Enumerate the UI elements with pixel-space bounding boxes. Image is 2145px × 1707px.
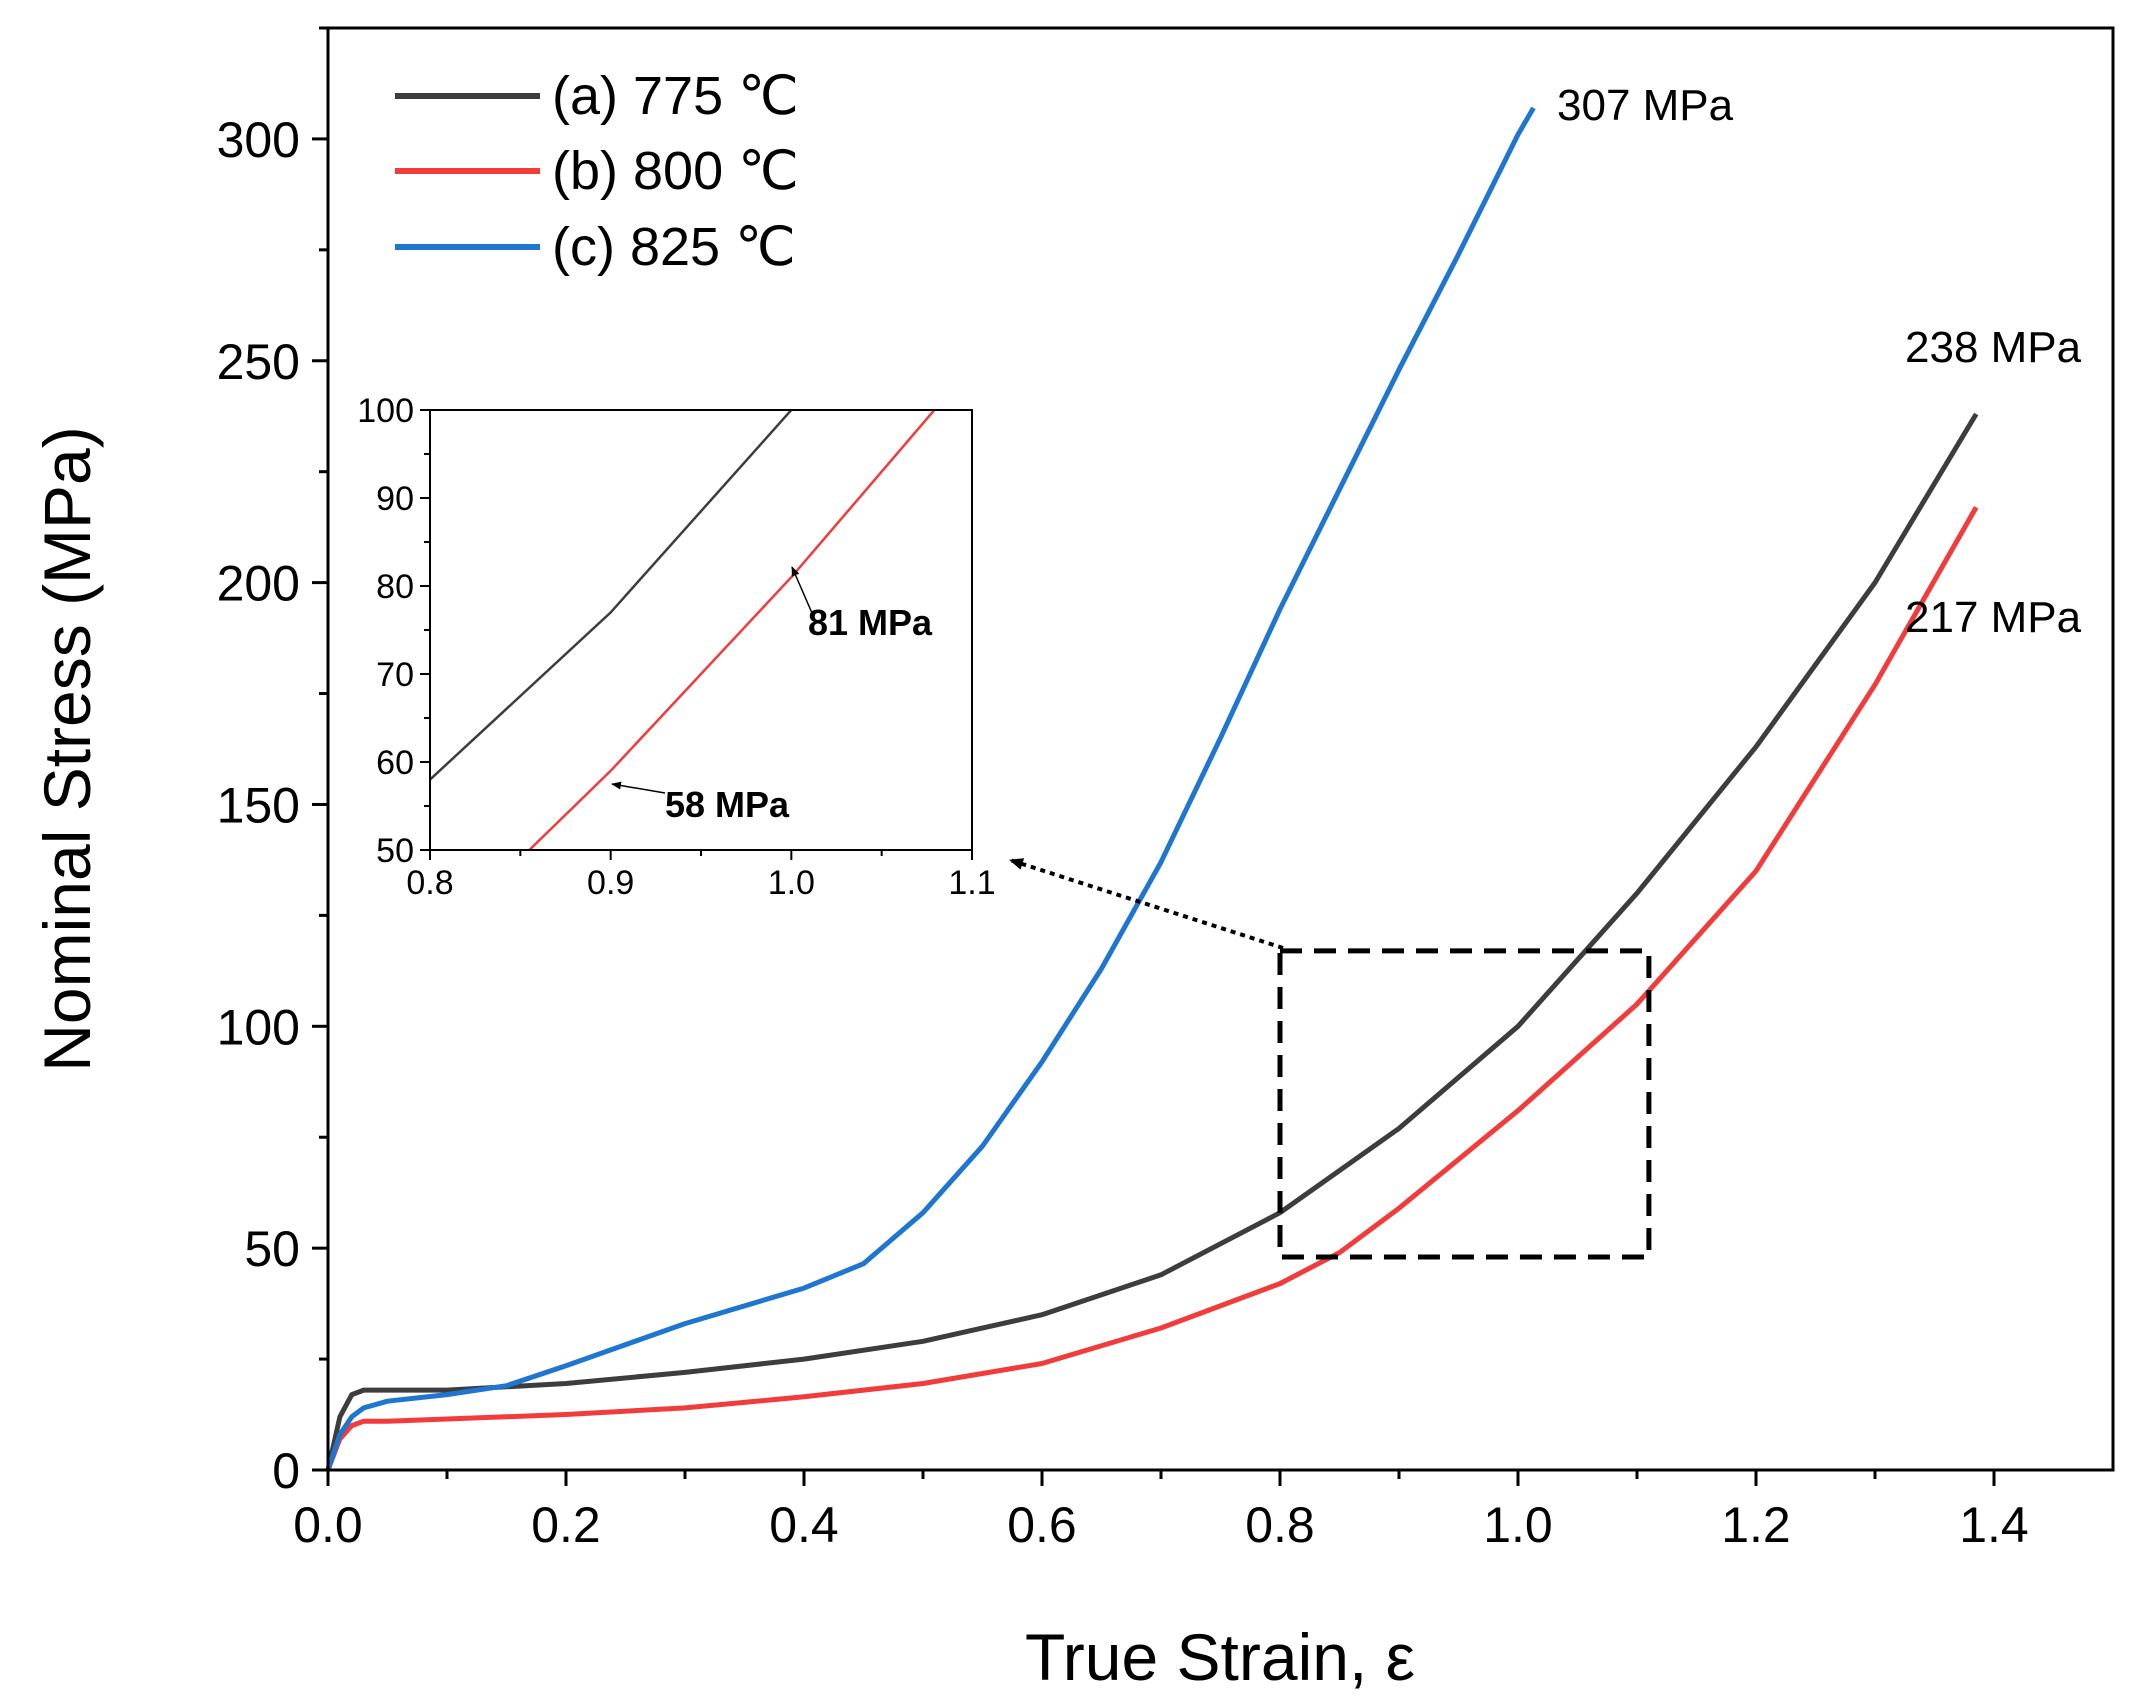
legend-label-c: (c) 825 ℃	[552, 217, 796, 277]
inset-annotation-81: 81 MPa	[808, 602, 933, 643]
plot-frame	[326, 26, 2115, 1472]
inset-x-tick-label-1: 0.9	[587, 864, 634, 902]
inset-x-tick-label-0: 0.8	[406, 864, 453, 902]
inset-y-tick-label-5: 100	[357, 392, 414, 430]
y-tick-label-4: 200	[217, 556, 300, 612]
inset-y-tick-label-4: 90	[376, 480, 414, 518]
x-axis-title: True Strain, ε	[1025, 1620, 1415, 1694]
inset-x-tick-label-3: 1.1	[948, 864, 995, 902]
x-tick-label-1: 0.2	[531, 1497, 601, 1553]
inset-y-tick-label-3: 80	[376, 568, 414, 606]
inset-ticks-group: 0.8 0.9 1.0 1.1 50 60 70 80 90 100	[357, 392, 995, 902]
inset-arrow-81	[791, 566, 813, 614]
x-tick-label-2: 0.4	[769, 1497, 839, 1553]
series-line-0	[325, 412, 1979, 1471]
y-tick-label-6: 300	[217, 112, 300, 168]
zoom-pointer-arrow	[1009, 858, 1284, 950]
inset-y-tick-label-0: 50	[376, 832, 414, 870]
x-tick-label-0: 0.0	[293, 1497, 363, 1553]
x-tick-label-4: 0.8	[1245, 1497, 1315, 1553]
y-tick-label-5: 250	[217, 334, 300, 390]
y-tick-label-3: 150	[217, 777, 300, 833]
x-tick-label-5: 1.0	[1483, 1497, 1553, 1553]
inset-background	[430, 410, 972, 850]
series-line-1	[325, 505, 1979, 1471]
x-tick-label-3: 0.6	[1007, 1497, 1077, 1553]
y-tick-label-0: 0	[272, 1443, 300, 1499]
inset-series-line-1	[527, 410, 937, 850]
main-series-group	[325, 106, 1979, 1471]
x-tick-label-6: 1.2	[1721, 1497, 1791, 1553]
x-tick-label-7: 1.4	[1959, 1497, 2029, 1553]
inset-annotation-58: 58 MPa	[665, 784, 790, 825]
zoom-region-box	[1277, 948, 1652, 1260]
y-axis-title: Nominal Stress (MPa)	[30, 426, 104, 1071]
inset-y-tick-label-2: 70	[376, 656, 414, 694]
legend-label-b: (b) 800 ℃	[552, 141, 799, 201]
main-ticks-group: 0.0 0.2 0.4 0.6 0.8 1.0 1.2 1.4 0 50 100 150 200 250 3…	[217, 26, 2029, 1553]
legend: (a) 775 ℃ (b) 800 ℃ (c) 825 ℃	[395, 66, 799, 277]
legend-label-a: (a) 775 ℃	[552, 66, 799, 126]
series-line-2	[325, 106, 1536, 1471]
y-tick-label-1: 50	[244, 1221, 300, 1277]
inset-arrow-58	[611, 781, 666, 794]
inset-x-tick-label-2: 1.0	[768, 864, 815, 902]
annotation-238: 238 MPa	[1905, 323, 2082, 372]
annotation-217: 217 MPa	[1905, 593, 2082, 642]
inset-series-group	[430, 410, 937, 850]
annotation-307: 307 MPa	[1557, 81, 1734, 130]
inset-y-tick-label-1: 60	[376, 744, 414, 782]
y-tick-label-2: 100	[217, 999, 300, 1055]
inset-chart: 0.8 0.9 1.0 1.1 50 60 70 80 90 100 81 MPa 58 MPa	[357, 392, 995, 902]
